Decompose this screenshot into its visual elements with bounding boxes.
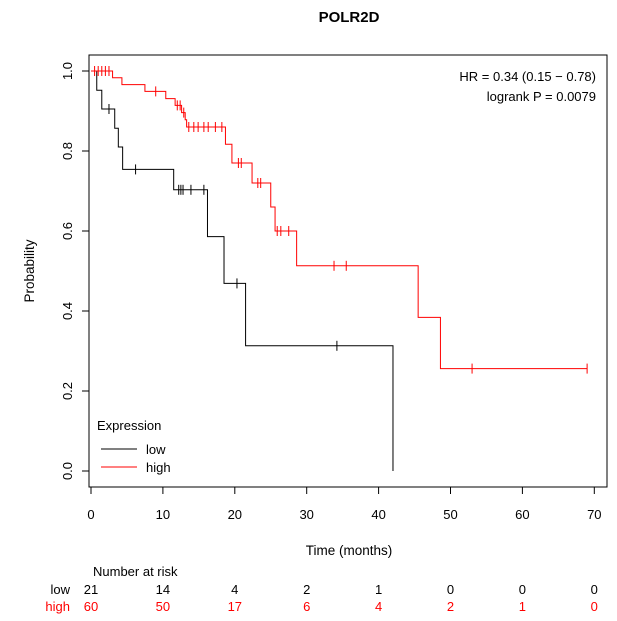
risk-count-low: 14: [156, 582, 170, 597]
curve-low: [91, 70, 394, 471]
risk-count-high: 1: [519, 599, 526, 614]
y-tick-label: 0.4: [60, 302, 75, 320]
risk-count-high: 4: [375, 599, 382, 614]
y-tick-label: 1.0: [60, 62, 75, 80]
survival-curves: [91, 66, 588, 471]
legend-label-high: high: [146, 460, 171, 475]
legend: Expression low high: [97, 418, 171, 475]
x-tick-label: 70: [587, 507, 601, 522]
y-axis-label: Probability: [22, 239, 37, 302]
y-axis: 0.0 0.2 0.4 0.6 0.8 1.0: [60, 62, 90, 480]
risk-count-low: 0: [519, 582, 526, 597]
y-tick-label: 0.6: [60, 222, 75, 240]
x-tick-label: 0: [87, 507, 94, 522]
plot-frame: [88, 54, 608, 488]
curve-high: [91, 70, 588, 370]
risk-table-title: Number at risk: [93, 564, 178, 579]
risk-count-high: 60: [84, 599, 98, 614]
risk-count-low: 0: [447, 582, 454, 597]
x-tick-label: 20: [228, 507, 242, 522]
risk-count-low: 0: [591, 582, 598, 597]
risk-count-low: 1: [375, 582, 382, 597]
x-tick-label: 40: [371, 507, 385, 522]
risk-count-high: 6: [303, 599, 310, 614]
hazard-ratio-text: HR = 0.34 (0.15 − 0.78): [459, 69, 596, 84]
x-tick-label: 50: [443, 507, 457, 522]
risk-count-low: 2: [303, 582, 310, 597]
risk-count-high: 0: [591, 599, 598, 614]
x-tick-label: 60: [515, 507, 529, 522]
x-axis: 0 10 20 30 40 50 60 70: [87, 486, 602, 522]
risk-count-low: 4: [231, 582, 238, 597]
x-tick-label: 30: [299, 507, 313, 522]
risk-count-high: 50: [156, 599, 170, 614]
risk-row-label-high: high: [45, 599, 70, 614]
x-axis-label: Time (months): [306, 543, 393, 558]
legend-title: Expression: [97, 418, 161, 433]
y-tick-label: 0.8: [60, 142, 75, 160]
legend-label-low: low: [146, 442, 166, 457]
y-tick-label: 0.2: [60, 382, 75, 400]
chart-title: POLR2D: [319, 9, 380, 26]
risk-count-high: 17: [228, 599, 242, 614]
x-tick-label: 10: [156, 507, 170, 522]
logrank-p-text: logrank P = 0.0079: [487, 89, 596, 104]
y-tick-label: 0.0: [60, 462, 75, 480]
risk-count-high: 2: [447, 599, 454, 614]
risk-count-low: 21: [84, 582, 98, 597]
risk-row-label-low: low: [50, 582, 70, 597]
